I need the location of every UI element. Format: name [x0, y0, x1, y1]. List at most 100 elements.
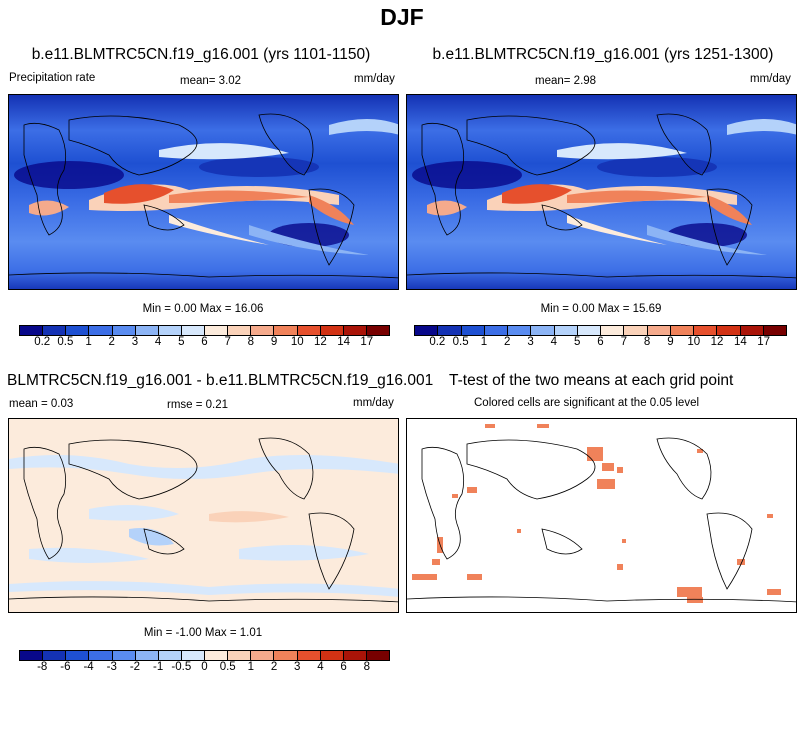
colorbar-cell — [135, 651, 159, 660]
colorbar-cell — [763, 326, 786, 335]
colorbar-tick-label: 5 — [178, 336, 185, 348]
panel-title-top-left: b.e11.BLMTRC5CN.f19_g16.001 (yrs 1101-11… — [31, 46, 371, 63]
colorbar-tick-label: 4 — [154, 336, 162, 348]
colorbar-cell — [740, 326, 764, 335]
panel-title-top-right: b.e11.BLMTRC5CN.f19_g16.001 (yrs 1251-13… — [432, 46, 774, 63]
rmse-label-bottom-left: rmse = 0.21 — [167, 399, 229, 411]
colorbar-cell — [66, 326, 90, 335]
colorbar-cell — [181, 326, 205, 335]
variable-label-top-left: Precipitation rate — [9, 72, 96, 84]
colorbar-tick-label: 12 — [314, 336, 327, 348]
colorbar-tick-label: 0.5 — [452, 336, 469, 348]
colorbar-cell — [158, 651, 182, 660]
colorbar-cell — [205, 651, 229, 660]
minmax-top-right: Min = 0.00 Max = 15.69 — [540, 303, 662, 315]
colorbar-tick-label: 0.5 — [219, 661, 236, 673]
colorbar-cell — [20, 651, 44, 660]
colorbar-cell — [205, 326, 229, 335]
colorbar-tick-label: 0.2 — [429, 336, 446, 348]
colorbar-tick-label: 8 — [247, 336, 255, 348]
units-label-top-left: mm/day — [354, 73, 395, 85]
colorbar-tick-label: 4 — [550, 336, 558, 348]
colorbar-cell — [89, 326, 113, 335]
colorbar-tick-label: 6 — [201, 336, 208, 348]
colorbar-tick-label: -6 — [60, 661, 71, 673]
colorbar-cell — [135, 326, 159, 335]
colorbar-tick-label: 9 — [270, 336, 278, 348]
colorbar-cell — [624, 326, 648, 335]
difference-map — [8, 418, 399, 613]
colorbar-tick-label: 14 — [733, 336, 747, 348]
colorbar-tick-label: 10 — [290, 336, 304, 348]
colorbar-tick-label: 6 — [340, 661, 347, 673]
ttest-significance-map — [406, 418, 797, 613]
colorbar-cell — [366, 326, 389, 335]
colorbar-cell — [577, 326, 601, 335]
colorbar-tick-label: 12 — [710, 336, 724, 348]
precip-map-1101-1150 — [8, 94, 399, 290]
colorbar-tick-label: 14 — [337, 336, 351, 348]
colorbar-cell — [158, 326, 182, 335]
colorbar-cell — [228, 326, 252, 335]
colorbar-cell — [647, 326, 671, 335]
colorbar-cell — [438, 326, 462, 335]
colorbar-cell — [181, 651, 205, 660]
colorbar-cell — [320, 326, 344, 335]
colorbar-tick-label: 4 — [317, 661, 324, 673]
colorbar-difference — [19, 650, 390, 661]
colorbar-tick-label: 2 — [504, 336, 511, 348]
colorbar-difference-labels: -8 -6 -4 -3 -2 -1 -0.5 0 0.5 1 2 3 4 6 8 — [19, 661, 390, 675]
colorbar-tick-label: 2 — [108, 336, 115, 348]
minmax-bottom-left: Min = -1.00 Max = 1.01 — [143, 627, 263, 639]
panel-title-bottom-left: BLMTRC5CN.f19_g16.001 - b.e11.BLMTRC5CN.… — [7, 372, 434, 389]
colorbar-cell — [43, 651, 67, 660]
colorbar-tick-label: 6 — [597, 336, 604, 348]
colorbar-cell — [694, 326, 718, 335]
colorbar-cell — [320, 651, 344, 660]
colorbar-cell — [717, 326, 741, 335]
mean-label-top-right: mean= 2.98 — [535, 75, 597, 87]
colorbar-tick-label: 7 — [224, 336, 231, 348]
colorbar-tick-label: 7 — [620, 336, 628, 348]
colorbar-tick-label: 5 — [573, 336, 581, 348]
colorbar-cell — [228, 651, 252, 660]
significance-note: Colored cells are significant at the 0.0… — [474, 397, 700, 409]
main-title: DJF — [380, 4, 424, 30]
colorbar-precip-right-labels: 0.2 0.5 1 2 3 4 5 6 7 8 9 10 12 14 17 — [414, 336, 787, 350]
colorbar-tick-label: -2 — [129, 661, 141, 673]
colorbar-tick-label: 3 — [294, 661, 301, 673]
colorbar-cell — [461, 326, 485, 335]
colorbar-cell — [274, 326, 298, 335]
colorbar-cell — [251, 326, 275, 335]
units-label-top-right: mm/day — [750, 73, 791, 85]
colorbar-precip-left-labels: 0.2 0.5 1 2 3 4 5 6 7 8 9 10 12 14 17 — [19, 336, 390, 350]
colorbar-cell — [66, 651, 90, 660]
colorbar-cell — [554, 326, 578, 335]
colorbar-tick-label: 0.5 — [57, 336, 74, 348]
colorbar-cell — [508, 326, 532, 335]
colorbar-tick-label: -0.5 — [171, 661, 192, 673]
colorbar-cell — [366, 651, 389, 660]
colorbar-tick-label: 8 — [363, 661, 371, 673]
colorbar-cell — [670, 326, 694, 335]
colorbar-tick-label: 1 — [85, 336, 92, 348]
colorbar-precip-left — [19, 325, 390, 336]
mean-label-top-left: mean= 3.02 — [180, 75, 242, 87]
colorbar-tick-label: -8 — [37, 661, 48, 673]
colorbar-cell — [484, 326, 508, 335]
colorbar-cell — [251, 651, 275, 660]
colorbar-cell — [20, 326, 44, 335]
colorbar-cell — [112, 651, 136, 660]
precip-map-1251-1300 — [406, 94, 797, 290]
colorbar-cell — [297, 326, 321, 335]
units-label-bottom-left: mm/day — [353, 397, 394, 409]
colorbar-tick-label: -1 — [153, 661, 164, 673]
colorbar-cell — [112, 326, 136, 335]
colorbar-tick-label: 9 — [667, 336, 674, 348]
colorbar-tick-label: 17 — [757, 336, 771, 348]
colorbar-tick-label: 0 — [201, 661, 208, 673]
colorbar-tick-label: 8 — [643, 336, 651, 348]
colorbar-tick-label: 0.2 — [34, 336, 51, 348]
panel-title-bottom-right: T-test of the two means at each grid poi… — [449, 372, 734, 389]
colorbar-cell — [43, 326, 67, 335]
